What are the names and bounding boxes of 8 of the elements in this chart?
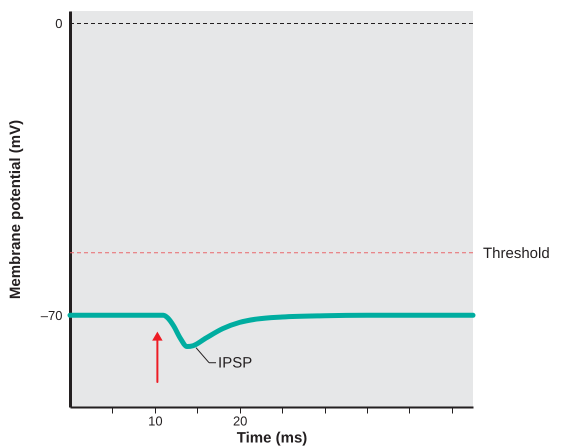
ref-line-label: Threshold: [483, 244, 550, 262]
x-tick-label: 20: [232, 414, 248, 428]
x-axis-title: Time (ms): [236, 430, 308, 446]
y-axis-title: Membrane potential (mV): [6, 120, 24, 300]
x-tick-label: 10: [148, 414, 163, 428]
y-tick-label: 0: [55, 16, 62, 32]
y-tick-label: –70: [40, 308, 62, 323]
annotation: IPSP: [218, 354, 252, 372]
